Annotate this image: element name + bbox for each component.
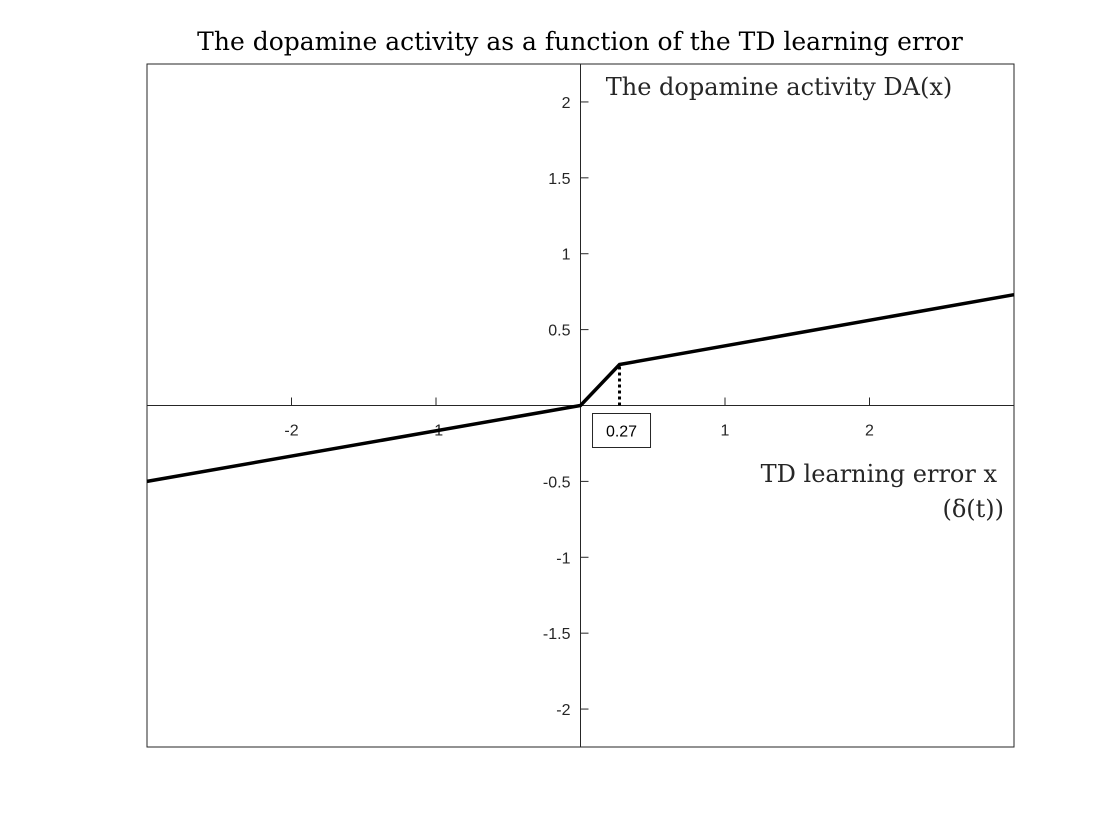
y-tick-label: 2 xyxy=(562,95,571,112)
y-tick-label: 0.5 xyxy=(548,323,570,340)
annotation-box xyxy=(592,413,652,448)
x-axis-label: TD learning error x xyxy=(761,460,998,488)
y-tick-label: -2 xyxy=(556,702,570,719)
x-tick-label: 1 xyxy=(721,423,730,440)
y-tick-label: -1.5 xyxy=(543,626,571,643)
x-tick-label: -2 xyxy=(284,423,298,440)
y-tick-label: -1 xyxy=(556,550,570,567)
annotation-label: 0.27 xyxy=(606,424,637,441)
y-tick-label: -0.5 xyxy=(543,474,571,491)
y-axis-label: The dopamine activity DA(x) xyxy=(606,73,952,101)
y-ticks: 2 1.5 1 0.5 -0.5 -1 -1.5 -2 xyxy=(543,95,589,719)
series-line xyxy=(146,292,1015,484)
x-tick-label: 2 xyxy=(865,423,874,440)
x-ticks: -2 -1 1 2 xyxy=(284,397,874,440)
y-tick-label: 1 xyxy=(562,247,571,264)
chart-title: The dopamine activity as a function of t… xyxy=(197,27,963,56)
x-axis-label-line2: (δ(t)) xyxy=(942,495,1004,523)
y-tick-label: 1.5 xyxy=(548,171,570,188)
